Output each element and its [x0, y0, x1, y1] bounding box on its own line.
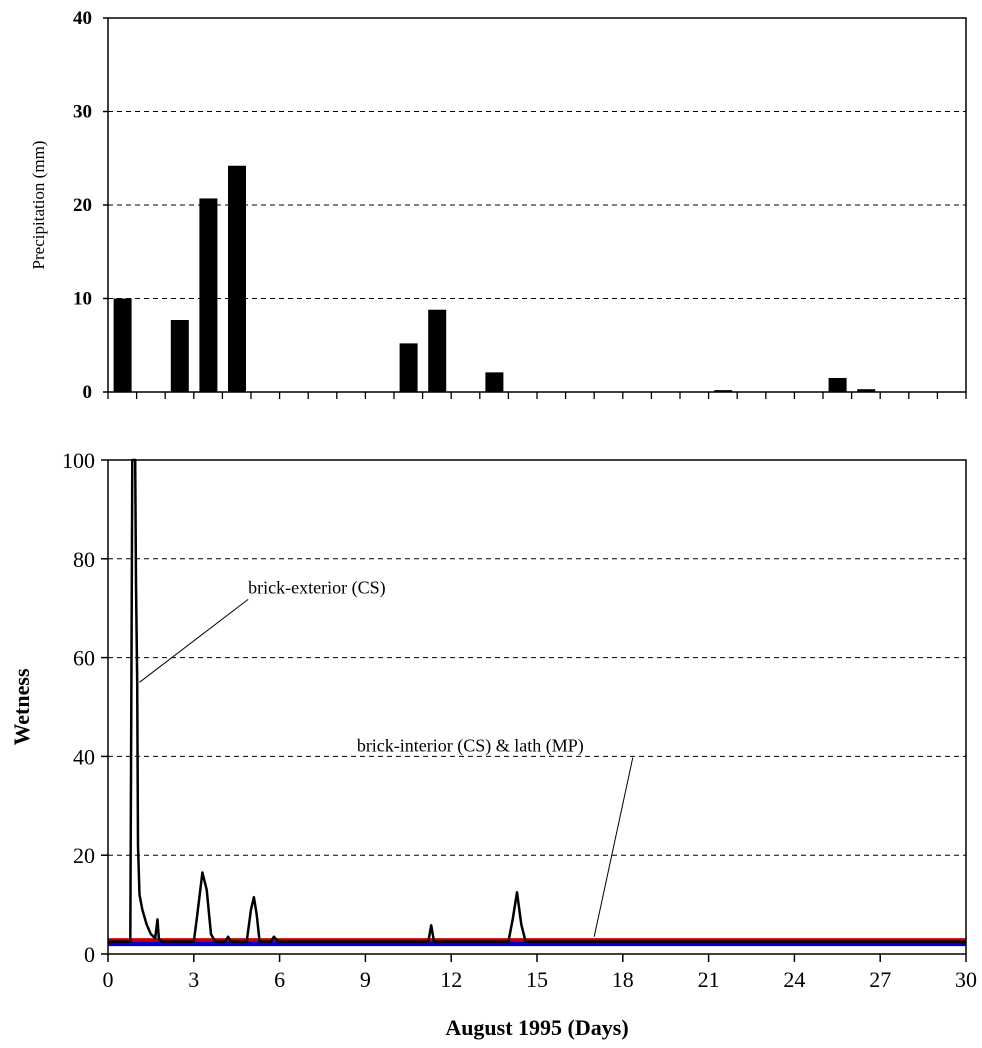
precip-bar: [228, 165, 246, 392]
y-axis-label: Wetness: [9, 668, 34, 745]
annotation-label: brick-exterior (CS): [248, 577, 385, 598]
x-tick-label: 21: [698, 967, 720, 992]
y-tick-label: 0: [83, 382, 93, 403]
y-tick-label: 10: [73, 289, 92, 310]
x-tick-label: 24: [783, 967, 805, 992]
y-tick-label: 80: [73, 547, 95, 572]
y-tick-label: 60: [73, 646, 95, 671]
y-tick-label: 20: [73, 195, 92, 216]
annotation-label: brick-interior (CS) & lath (MP): [357, 735, 584, 756]
x-tick-label: 6: [274, 967, 285, 992]
plot-frame: [107, 459, 967, 955]
y-tick-label: 20: [73, 843, 95, 868]
y-tick-label: 30: [73, 102, 92, 123]
x-tick-label: 15: [526, 967, 548, 992]
x-tick-label: 12: [440, 967, 462, 992]
precip-bar: [828, 377, 847, 392]
x-tick-label: 3: [188, 967, 199, 992]
precipitation-chart: 0 10 20 30 40 Precipitation (mm): [29, 8, 967, 403]
x-tick-label: 9: [360, 967, 371, 992]
x-tick-label: 30: [955, 967, 977, 992]
y-tick-label: 100: [62, 448, 95, 473]
x-axis-label: August 1995 (Days): [445, 1015, 628, 1040]
precip-bar: [399, 343, 418, 392]
precip-bar: [857, 389, 876, 392]
y-tick-label: 40: [73, 744, 95, 769]
y-axis-label: Precipitation (mm): [29, 141, 48, 270]
precip-bar: [714, 390, 733, 393]
annotation-leader: [593, 757, 634, 937]
precip-bar: [170, 320, 189, 392]
precip-bar: [428, 309, 447, 392]
x-tick-label: 0: [103, 967, 114, 992]
annotation-leader: [139, 598, 249, 683]
x-tick-label: 18: [612, 967, 634, 992]
precip-bar: [485, 372, 504, 392]
series-line-brick-exterior: [108, 458, 966, 943]
precip-bar: [199, 198, 218, 392]
precip-bar: [113, 298, 132, 392]
wetness-chart: brick-exterior (CS) brick-interior (CS) &…: [9, 448, 977, 1040]
x-tick-label: 27: [869, 967, 891, 992]
y-tick-label: 40: [73, 8, 92, 29]
y-tick-label: 0: [84, 942, 95, 967]
